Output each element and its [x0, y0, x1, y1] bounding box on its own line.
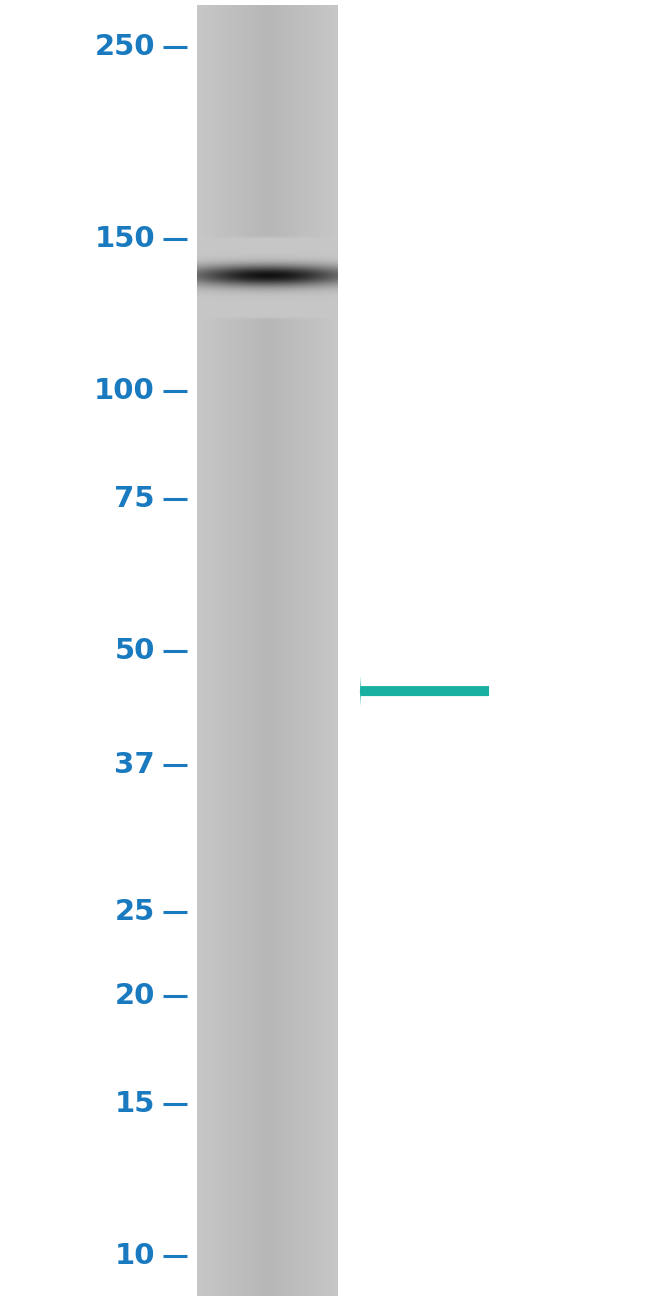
Text: 10: 10	[114, 1243, 155, 1270]
Text: 15: 15	[114, 1089, 155, 1118]
Text: 50: 50	[114, 637, 155, 666]
Text: 250: 250	[94, 32, 155, 61]
Text: 75: 75	[114, 485, 155, 514]
Text: 20: 20	[114, 982, 155, 1010]
Text: 25: 25	[114, 898, 155, 926]
Text: 100: 100	[94, 377, 155, 406]
Text: 150: 150	[94, 225, 155, 252]
Text: 37: 37	[114, 750, 155, 779]
